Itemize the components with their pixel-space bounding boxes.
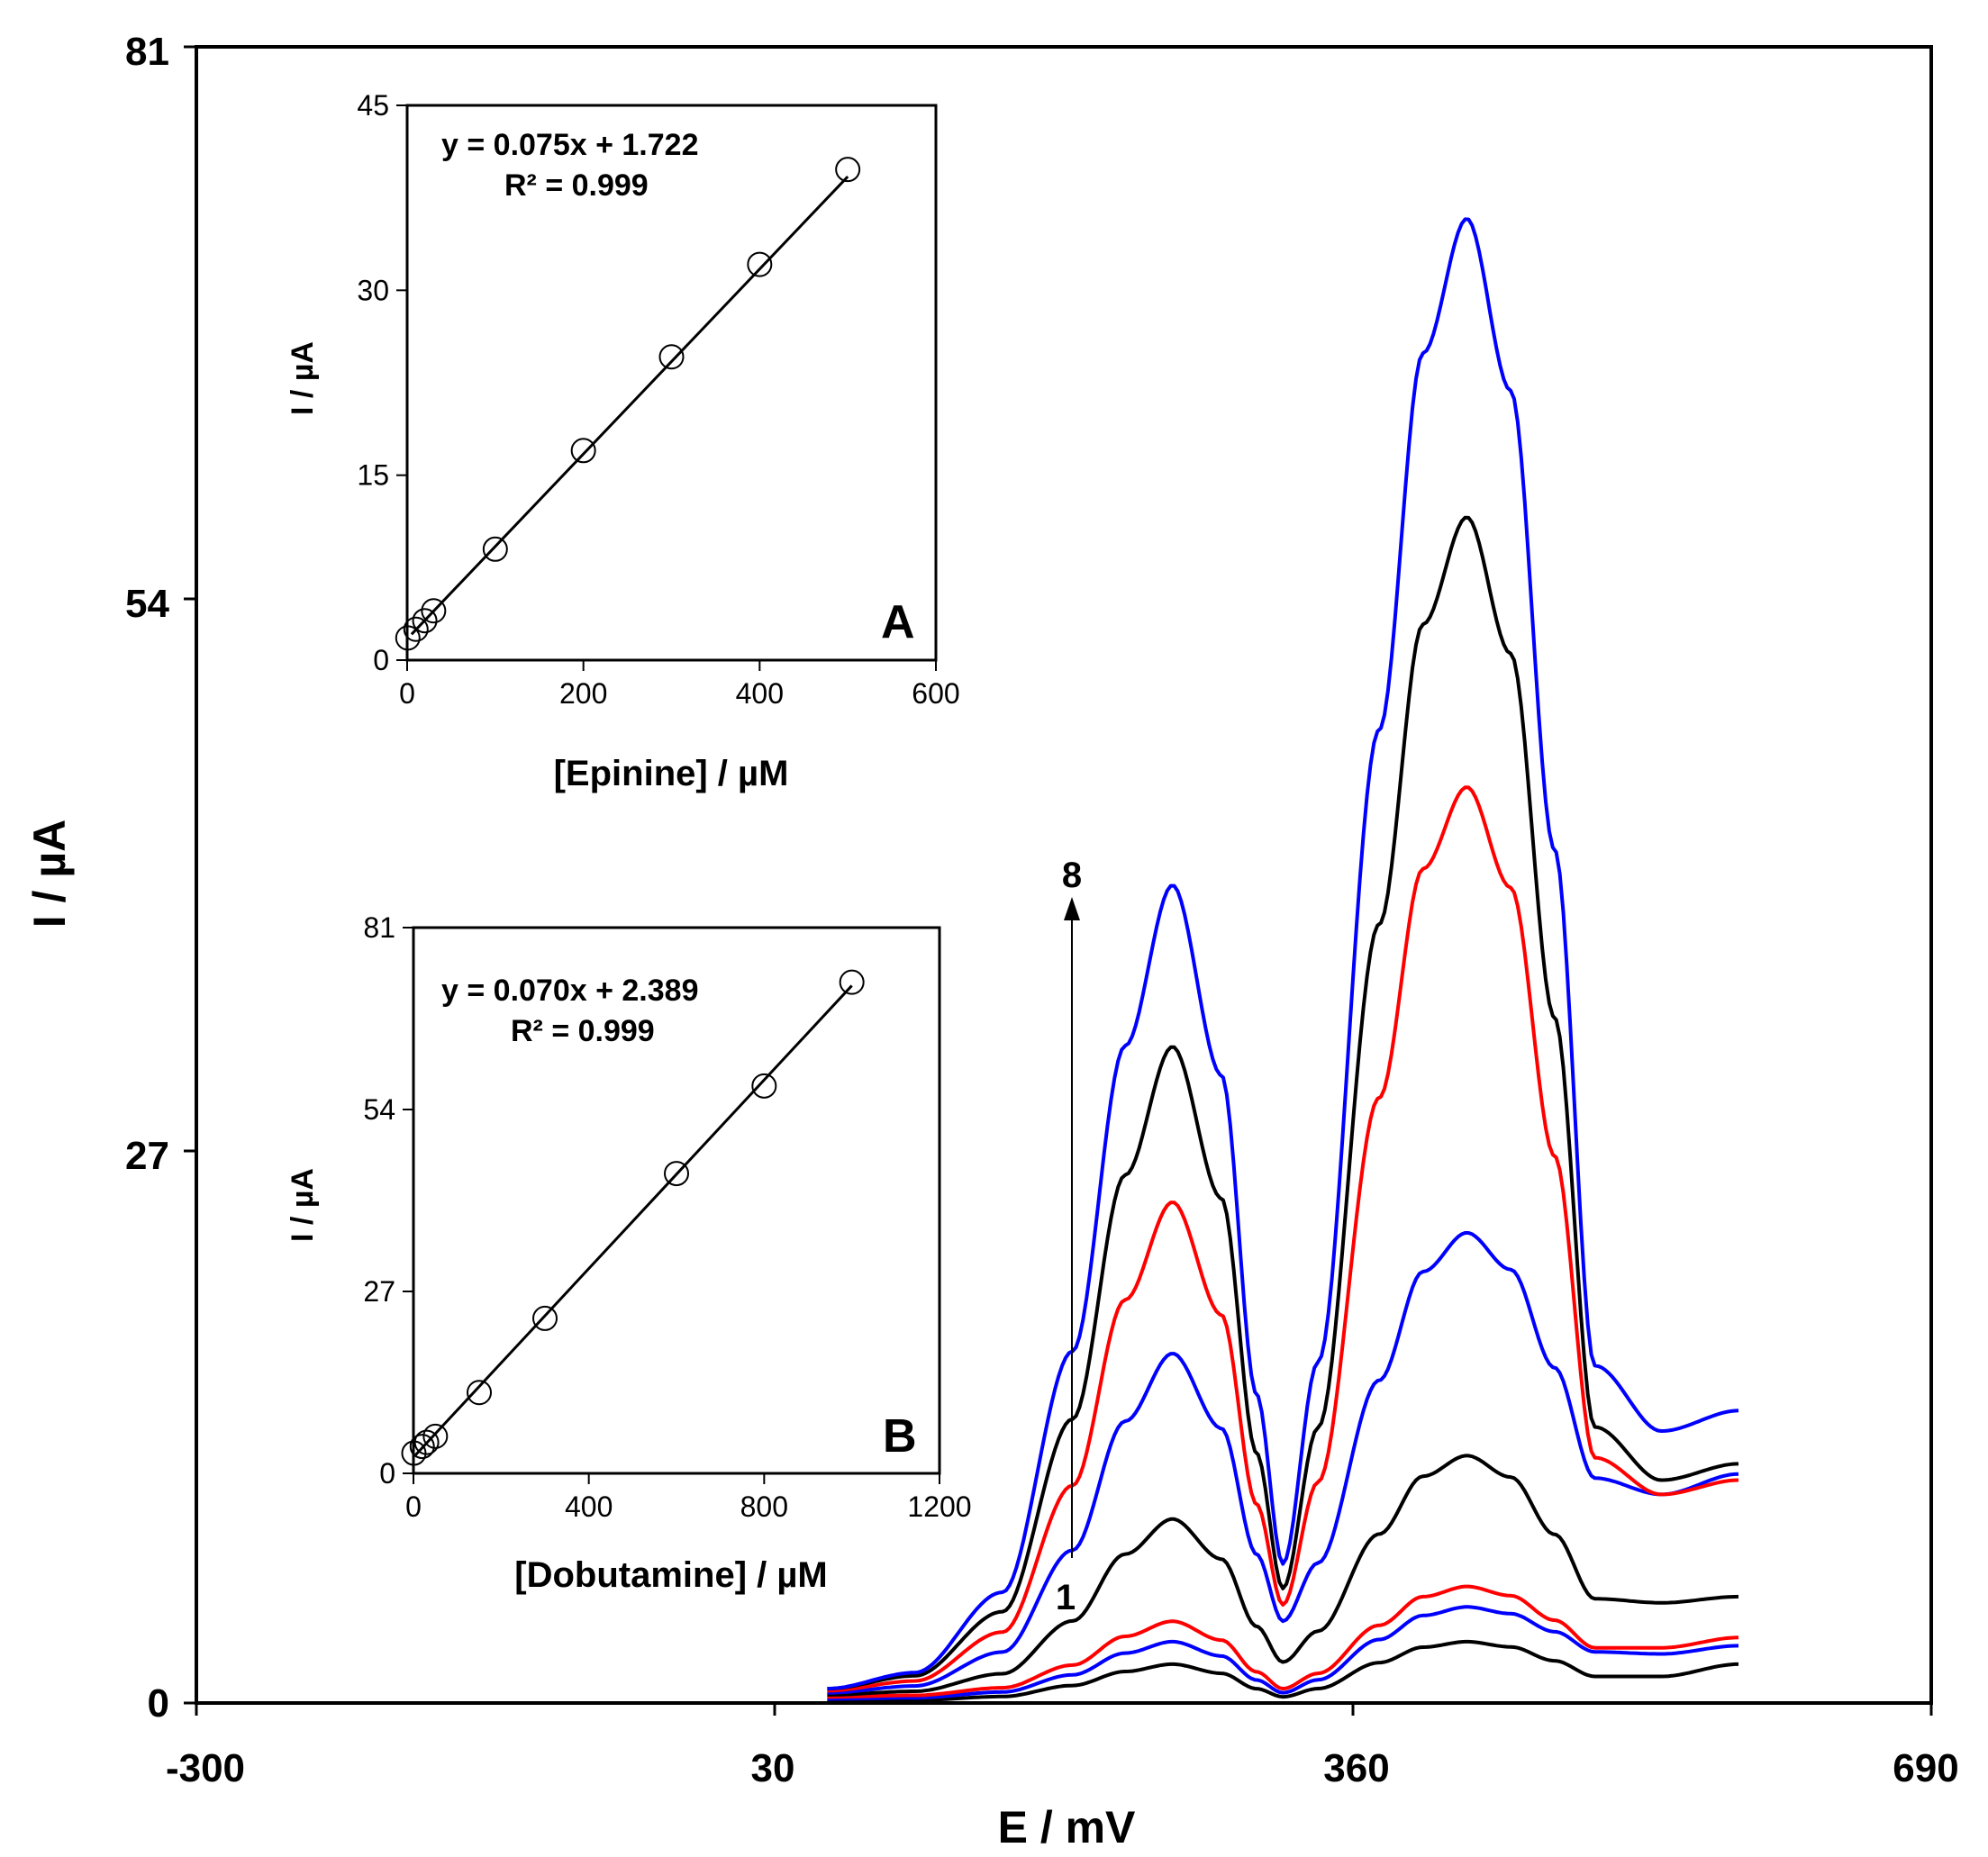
inset-b-dobutamine: 0 27 54 81 0 400 800 1200 y = 0.070x + 2.389 R²… — [286, 911, 972, 1595]
data-point — [751, 1073, 777, 1099]
data-point — [839, 969, 865, 995]
x-tick-label: 690 — [1893, 1746, 1958, 1790]
data-point — [422, 1423, 449, 1449]
inset-a-equation: y = 0.075x + 1.722 — [441, 128, 698, 162]
inset-b-ticks: 0 27 54 81 0 400 800 1200 — [363, 911, 971, 1523]
inset-x-tick-label: 0 — [399, 677, 415, 710]
inset-y-tick-label: 0 — [373, 644, 389, 676]
arrow-label-bottom: 1 — [1056, 1578, 1076, 1617]
inset-y-tick-label: 30 — [357, 274, 389, 306]
inset-a-ticks: 0 15 30 45 0 200 400 600 — [357, 89, 959, 710]
x-tick-label: -300 — [166, 1746, 245, 1790]
data-point — [482, 536, 508, 562]
data-point — [403, 616, 429, 642]
inset-x-tick-label: 600 — [912, 677, 959, 710]
series-line-5 — [827, 1231, 1739, 1695]
data-point — [421, 598, 447, 624]
inset-y-tick-label: 0 — [379, 1457, 395, 1490]
inset-a-y-title: I / µA — [286, 341, 320, 415]
series-line-2 — [827, 1605, 1739, 1701]
data-point — [395, 625, 421, 651]
main-axis-ticks — [184, 45, 1933, 1716]
series-line-3 — [827, 1584, 1739, 1699]
fit-line — [410, 176, 849, 636]
inset-b-panel-label: B — [883, 1410, 917, 1463]
inset-x-tick-label: 400 — [736, 677, 784, 710]
y-axis-title: I / µA — [24, 820, 75, 928]
y-tick-label: 0 — [148, 1681, 169, 1726]
data-point — [532, 1305, 558, 1331]
data-point — [570, 438, 596, 464]
inset-x-tick-label: 0 — [405, 1490, 422, 1523]
y-tick-label: 54 — [125, 582, 169, 626]
data-point — [664, 1161, 689, 1187]
inset-b-frame — [412, 926, 941, 1475]
inset-x-tick-label: 200 — [559, 677, 607, 710]
inset-a-epinine: 0 15 30 45 0 200 400 600 y = 0.075x + 1.722 R² … — [286, 89, 960, 793]
data-point — [467, 1380, 492, 1406]
inset-b-equation: y = 0.070x + 2.389 — [441, 974, 698, 1008]
inset-b-x-title: [Dobutamine] / µM — [514, 1555, 827, 1595]
data-point — [409, 1434, 435, 1460]
inset-b-y-title: I / µA — [286, 1168, 320, 1242]
series-line-6 — [827, 785, 1739, 1693]
series-line-1 — [827, 1639, 1738, 1703]
inset-a-r2: R² = 0.999 — [504, 168, 649, 203]
fit-line — [414, 984, 853, 1456]
concentration-arrow-head — [1064, 897, 1080, 920]
main-plot-frame — [195, 45, 1933, 1705]
x-tick-label: 360 — [1323, 1746, 1389, 1790]
inset-a-frame — [405, 104, 938, 662]
inset-x-tick-label: 400 — [565, 1490, 613, 1523]
series-line-8 — [827, 217, 1739, 1691]
inset-b-r2: R² = 0.999 — [511, 1014, 655, 1048]
y-tick-label: 81 — [125, 30, 169, 74]
inset-y-tick-label: 54 — [363, 1093, 395, 1126]
inset-y-tick-label: 15 — [357, 459, 389, 492]
data-point — [413, 1429, 440, 1455]
data-point — [412, 608, 438, 634]
x-axis-title: E / mV — [998, 1802, 1136, 1852]
inset-x-tick-label: 1200 — [907, 1490, 971, 1523]
data-point — [747, 251, 773, 277]
inset-x-tick-label: 800 — [740, 1490, 788, 1523]
inset-b-data — [401, 969, 865, 1466]
inset-a-panel-label: A — [881, 596, 915, 648]
series-line-7 — [827, 515, 1739, 1691]
inset-y-tick-label: 27 — [363, 1275, 395, 1308]
x-tick-label: 30 — [751, 1746, 795, 1790]
voltammogram-curves — [827, 217, 1739, 1703]
data-point — [835, 157, 861, 183]
inset-y-tick-label: 45 — [357, 89, 389, 122]
inset-a-data — [395, 157, 861, 651]
series-line-4 — [827, 1454, 1739, 1697]
main-plot: 8 1 81 54 27 0 -300 30 360 690 E / mV I … — [24, 30, 1959, 1852]
y-tick-label: 27 — [125, 1134, 169, 1178]
arrow-label-top: 8 — [1062, 856, 1082, 895]
inset-y-tick-label: 81 — [363, 911, 395, 944]
data-point — [658, 344, 685, 370]
inset-a-x-title: [Epinine] / µM — [554, 754, 789, 793]
